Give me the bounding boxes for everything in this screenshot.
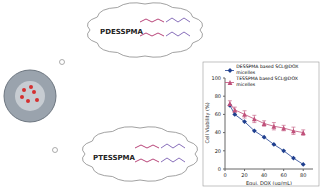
svg-text:80: 80 (215, 93, 221, 99)
svg-text:0: 0 (218, 166, 221, 172)
svg-text:60: 60 (280, 172, 286, 178)
html-text:DESSPMA based SCL@DOX micelles: DESSPMA based SCL@DOX micelles (236, 64, 299, 75)
svg-text:40: 40 (215, 129, 221, 135)
svg-text:PTESSPMA: PTESSPMA (93, 154, 136, 162)
svg-text:20: 20 (215, 148, 221, 154)
html-text:TESSPMA based SCL@DOX micelles: TESSPMA based SCL@DOX micelles (236, 76, 298, 87)
svg-text:20: 20 (241, 172, 247, 178)
svg-text:PDESSPMA: PDESSPMA (100, 28, 144, 36)
svg-text:80: 80 (300, 172, 306, 178)
svg-text:Cell Viability (%): Cell Viability (%) (204, 102, 211, 143)
svg-text:60: 60 (215, 111, 221, 117)
svg-text:100: 100 (211, 75, 221, 81)
svg-text:Equi. DOX (ug/mL): Equi. DOX (ug/mL) (246, 180, 292, 185)
svg-text:40: 40 (261, 172, 267, 178)
svg-text:0: 0 (223, 172, 226, 178)
